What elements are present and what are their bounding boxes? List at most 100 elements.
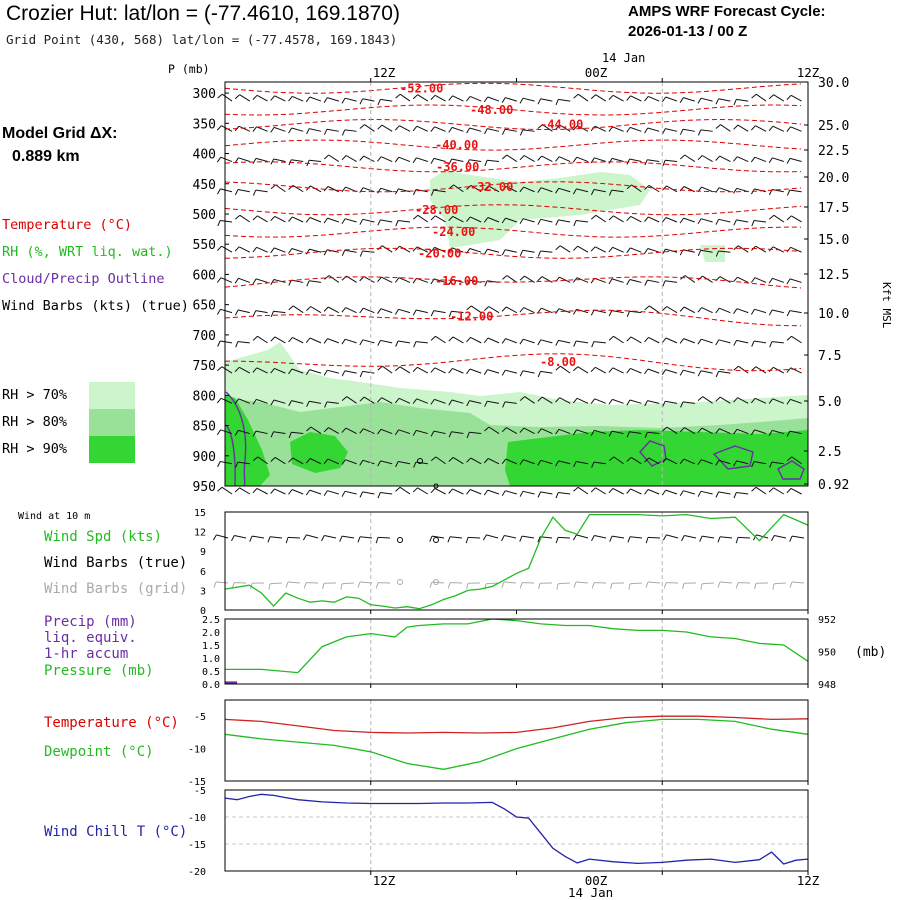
wind-barb [733,124,739,130]
precip-legend-accum: 1-hr accum [44,646,128,662]
true-wind-barb [666,534,679,539]
wind-barb [558,492,571,495]
wind-barb [591,341,595,348]
wind-barb [629,431,642,435]
wind-barb [683,338,695,344]
wind-barb [612,487,624,495]
wind-barb [648,457,660,465]
temperature-contour-label: -32.00 [470,180,513,194]
grid-wind-barb [429,581,433,588]
wind-barb [323,427,329,433]
wind-barb [715,155,721,161]
wind-barb [773,214,785,223]
pressure-tick-label: 850 [193,420,216,435]
wind-barb [719,396,731,404]
wind-barb [733,276,738,283]
wind-barb [430,456,437,462]
wind-barb [590,398,596,404]
wind-barb [505,338,517,344]
precip-pressure-layer: 0.0 0.5 1.0 1.5 2.0 2.5 948 950 952 [202,615,836,691]
wind-barb [573,340,577,347]
wind-chill-legend: Wind Chill T (°C) [44,824,187,840]
true-wind-barb [789,535,793,542]
wind-barb [469,400,482,404]
wind-barb [487,337,500,344]
wind-barb [644,96,649,102]
wind-barb [683,369,695,374]
wind-barb [377,460,382,467]
wind-barb [483,369,488,375]
height-tick-label: 15.0 [818,233,849,248]
wind-barb [558,308,571,314]
wind-barb [715,250,719,257]
temperature-contour [224,161,802,173]
wind-barb [305,248,310,255]
true-wind-barb [501,535,505,542]
wind-barb [217,461,221,468]
wind-barb [448,311,452,317]
wind-barb [612,367,624,374]
wind-barb [377,245,383,251]
forecast-cycle-title: AMPS WRF Forecast Cycle: [628,3,826,20]
wind-barb [288,489,293,495]
top-tick-label: 12Z [797,65,820,80]
wind-barb [413,341,417,348]
wind-barb [235,461,239,468]
wind-barb [309,369,322,374]
wind-barb [718,98,731,102]
wind-barb [555,340,559,346]
true-wind-barb [609,535,613,542]
wind-barb [754,340,767,344]
wind-barb [448,127,453,133]
temperature-contour [224,353,802,372]
wind-barb [452,95,464,102]
wind-barb [519,427,525,433]
wind-barb [430,399,435,405]
wind-barb [380,98,393,102]
wind-barb [399,93,411,102]
wind-barb [484,280,488,287]
wind-barb [252,456,259,462]
wind-barb [452,488,464,495]
true-wind-barb [324,535,337,539]
wind-barb [398,156,411,163]
temperature-contour [224,82,802,94]
wind-barb [398,461,411,465]
wind-barb [252,215,258,221]
wind-barb [483,337,489,344]
wind-barb [630,247,642,253]
panel-frame [224,789,809,872]
wind-barb [363,276,375,283]
wind-barb [415,341,428,344]
wind-barb [700,249,713,253]
wind-barb [666,306,678,314]
wind-barb [345,338,357,344]
wind-barb [608,367,614,373]
wind-barb [270,247,275,254]
calm-marker [417,458,423,464]
grid-wind-barb [268,583,271,590]
wind-barb [661,369,666,375]
grid-wind-barb [735,582,739,589]
wind-panel-layer: 0 3 6 9 12 15 [194,508,809,617]
pressure-tick-label: 700 [193,329,216,344]
wind-barb [469,127,482,132]
true-wind-barb [792,535,805,539]
true-wind-barb [306,534,319,539]
wind-barb [733,99,737,106]
rh-region [225,395,270,486]
wind-barb [416,398,428,404]
wind-barb [359,124,365,129]
wind-barb [572,188,577,195]
wind-barb [395,486,401,492]
wind-barb [572,277,578,283]
wind-barb [701,427,713,434]
wind-barb [501,97,506,103]
wind-barb [683,306,696,314]
wind-barb [291,431,304,435]
wind-barb [540,459,553,465]
wind-barb [697,97,702,104]
wind-barb [555,245,561,251]
wind-barb [542,124,553,132]
wind-barb [412,189,417,196]
